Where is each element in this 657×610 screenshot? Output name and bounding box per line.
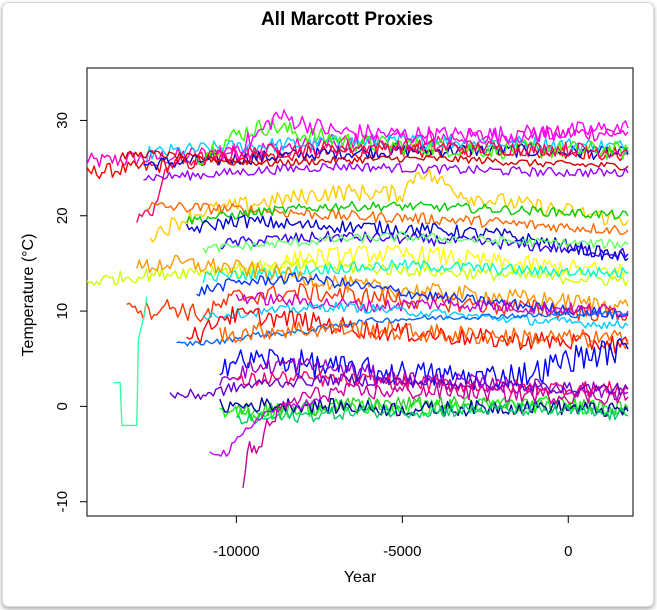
x-axis: -10000 -5000 0 — [213, 516, 572, 560]
proxy-series-line-30 — [169, 373, 629, 400]
plot-frame — [86, 67, 634, 517]
proxy-series-line-27 — [219, 338, 629, 391]
proxy-series-line-6 — [219, 109, 629, 162]
proxy-series-line-9 — [143, 161, 629, 182]
series-layer — [87, 109, 629, 488]
proxy-series-line-26 — [219, 319, 629, 350]
proxy-series-line-7 — [136, 138, 629, 223]
y-tick-label: 10 — [54, 303, 71, 320]
chart-title: All Marcott Proxies — [261, 9, 433, 30]
x-tick-label: -10000 — [213, 543, 260, 560]
proxy-series-line-37 — [113, 296, 148, 427]
y-tick-label: -10 — [54, 491, 71, 513]
proxy-series-line-8 — [119, 149, 629, 171]
proxy-series-line-36 — [242, 382, 629, 488]
proxy-series-line-11 — [146, 201, 629, 235]
proxy-series-line-16 — [235, 244, 629, 280]
proxy-series-line-23 — [202, 301, 629, 330]
y-tick-label: 0 — [54, 402, 71, 410]
x-tick-label: 0 — [564, 543, 572, 560]
y-tick-label: 20 — [54, 207, 71, 224]
x-tick-label: -5000 — [383, 543, 421, 560]
proxy-series-line-13 — [185, 214, 629, 262]
proxy-series-line-22 — [235, 291, 629, 318]
y-tick-label: 30 — [54, 112, 71, 129]
proxy-series-line-34 — [236, 402, 629, 425]
proxy-series-line-12 — [185, 200, 629, 225]
proxy-series-line-10 — [149, 168, 629, 243]
y-axis: -10 0 10 20 30 — [54, 112, 87, 513]
proxy-series-line-15 — [202, 231, 629, 254]
y-axis-label: Temperature (°C) — [20, 234, 37, 357]
proxy-series-line-21 — [196, 271, 629, 320]
x-axis-label: Year — [344, 569, 377, 586]
proxy-series-line-35 — [209, 398, 320, 457]
